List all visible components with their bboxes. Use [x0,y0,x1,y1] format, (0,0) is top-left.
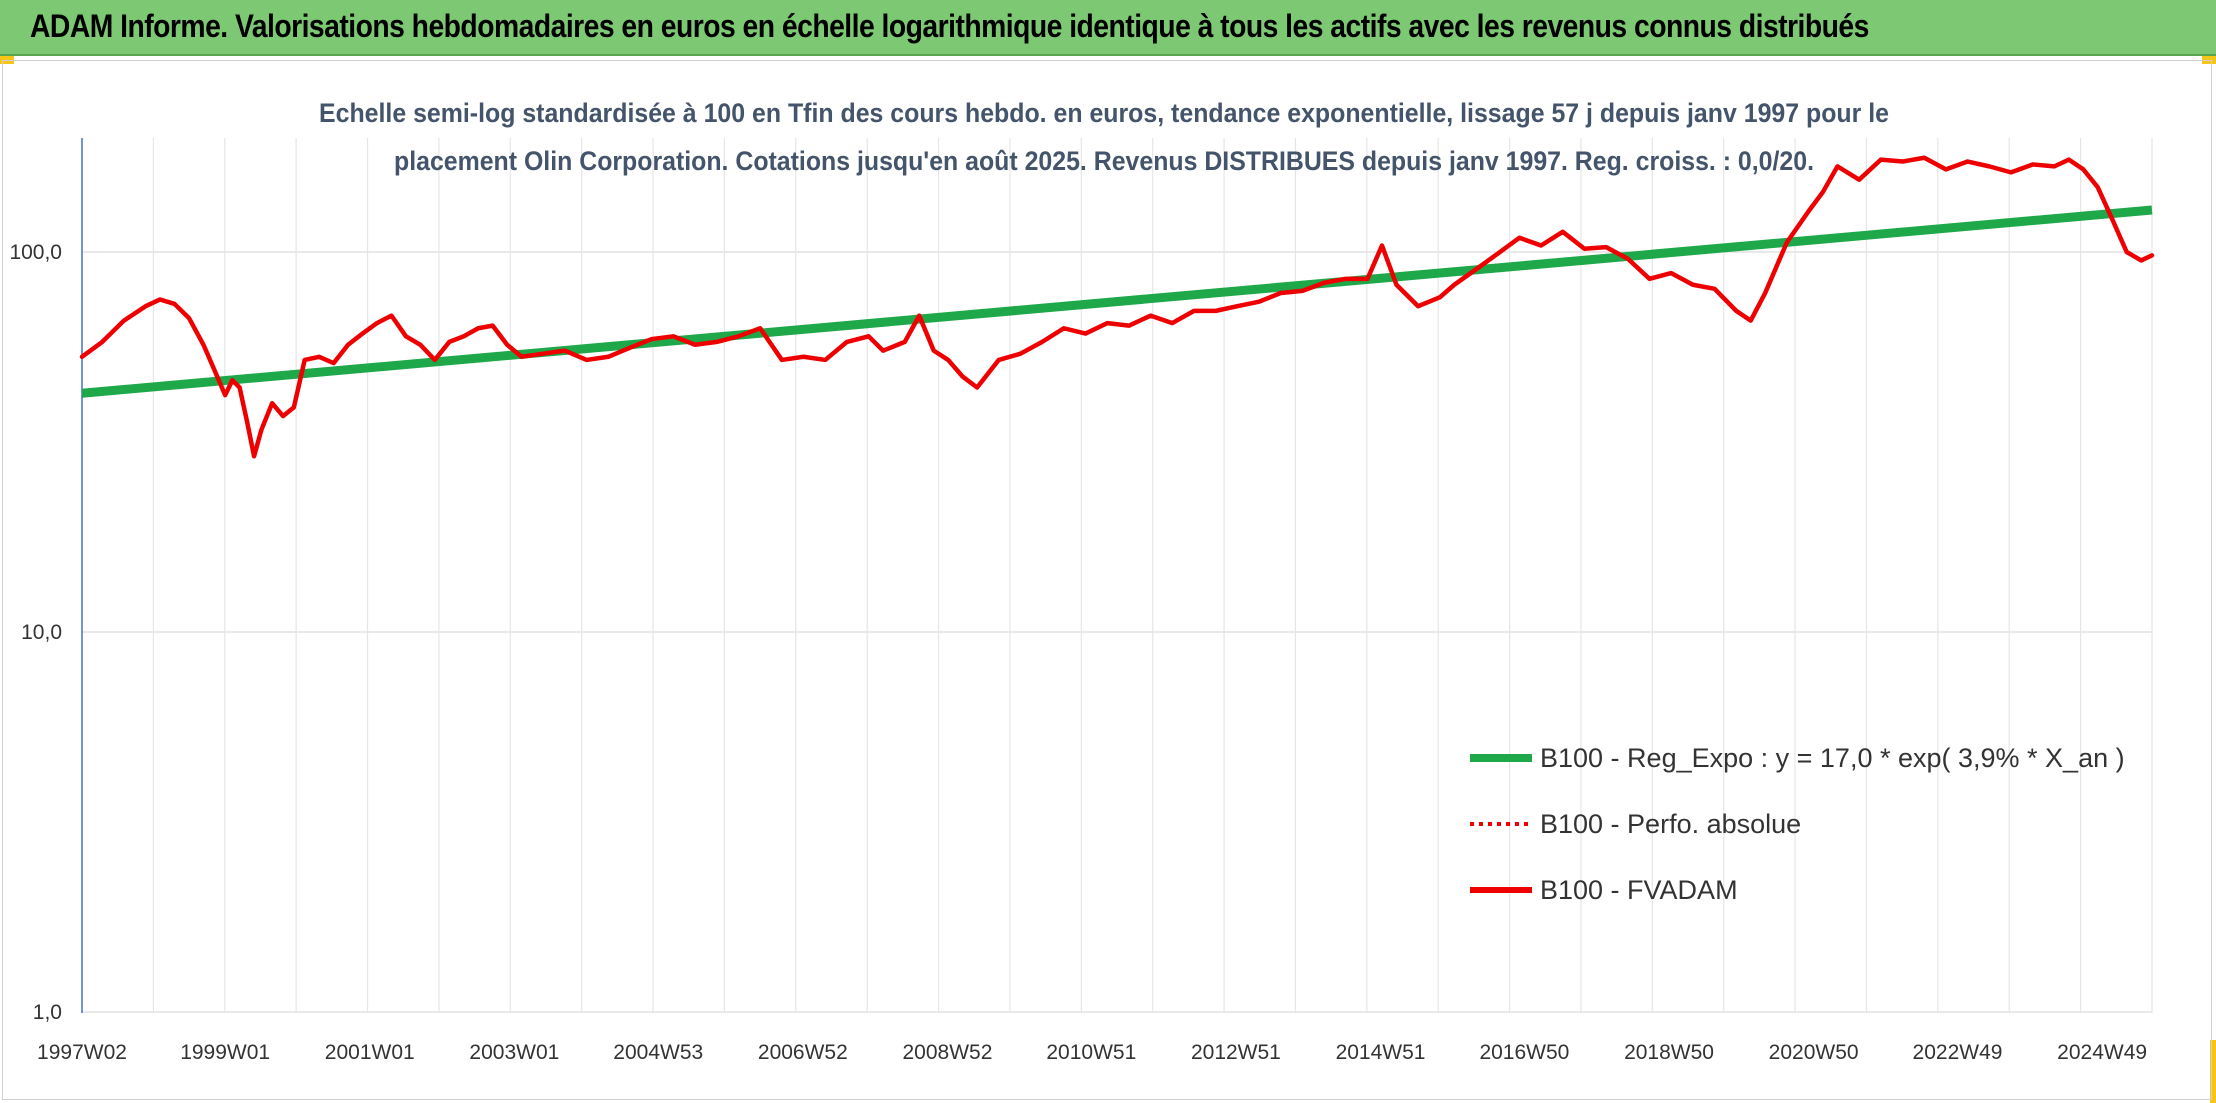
legend-label: B100 - FVADAM [1540,875,1738,905]
y-tick-labels: 100,0 10,0 1,0 [9,241,62,1024]
x-tick-label: 2001W01 [325,1041,415,1064]
report-title: ADAM Informe. Valorisations hebdomadaire… [30,8,1869,44]
y-tick-label: 100,0 [9,241,62,264]
grid [82,138,2153,1013]
x-tick-label: 2024W49 [2057,1041,2147,1064]
x-tick-label: 1997W02 [37,1041,127,1064]
x-tick-labels: 1997W02 1999W01 2001W01 2003W01 2004W53 2006W… [37,1041,2147,1064]
series-line-fvadam [79,155,2155,459]
series-line-regression [81,205,2153,398]
y-tick-label: 10,0 [21,621,62,644]
chart-frame [2,60,2212,1100]
x-tick-label: 2004W53 [613,1041,703,1064]
chart-subtitle-line1: Echelle semi-log standardisée à 100 en T… [319,98,1889,128]
x-tick-label: 2006W52 [758,1041,848,1064]
x-tick-label: 2022W49 [1913,1041,2003,1064]
legend: B100 - Reg_Expo : y = 17,0 * exp( 3,9% *… [1470,743,2125,905]
x-tick-label: 2012W51 [1191,1041,1281,1064]
x-tick-label: 2014W51 [1336,1041,1426,1064]
legend-label: B100 - Perfo. absolue [1540,809,1801,839]
x-tick-label: 2020W50 [1769,1041,1859,1064]
corner-accent-bottom-right [2210,1040,2216,1103]
x-tick-label: 2010W51 [1046,1041,1136,1064]
x-tick-label: 2003W01 [469,1041,559,1064]
legend-label: B100 - Reg_Expo : y = 17,0 * exp( 3,9% *… [1540,743,2125,773]
y-tick-label: 1,0 [33,1001,62,1024]
header-banner: ADAM Informe. Valorisations hebdomadaire… [0,0,2216,56]
x-tick-label: 2016W50 [1479,1041,1569,1064]
chart-subtitle-line2: placement Olin Corporation. Cotations ju… [394,146,1814,176]
x-tick-label: 2008W52 [902,1041,992,1064]
series-layer [79,155,2155,459]
x-tick-label: 1999W01 [180,1041,270,1064]
x-tick-label: 2018W50 [1624,1041,1714,1064]
